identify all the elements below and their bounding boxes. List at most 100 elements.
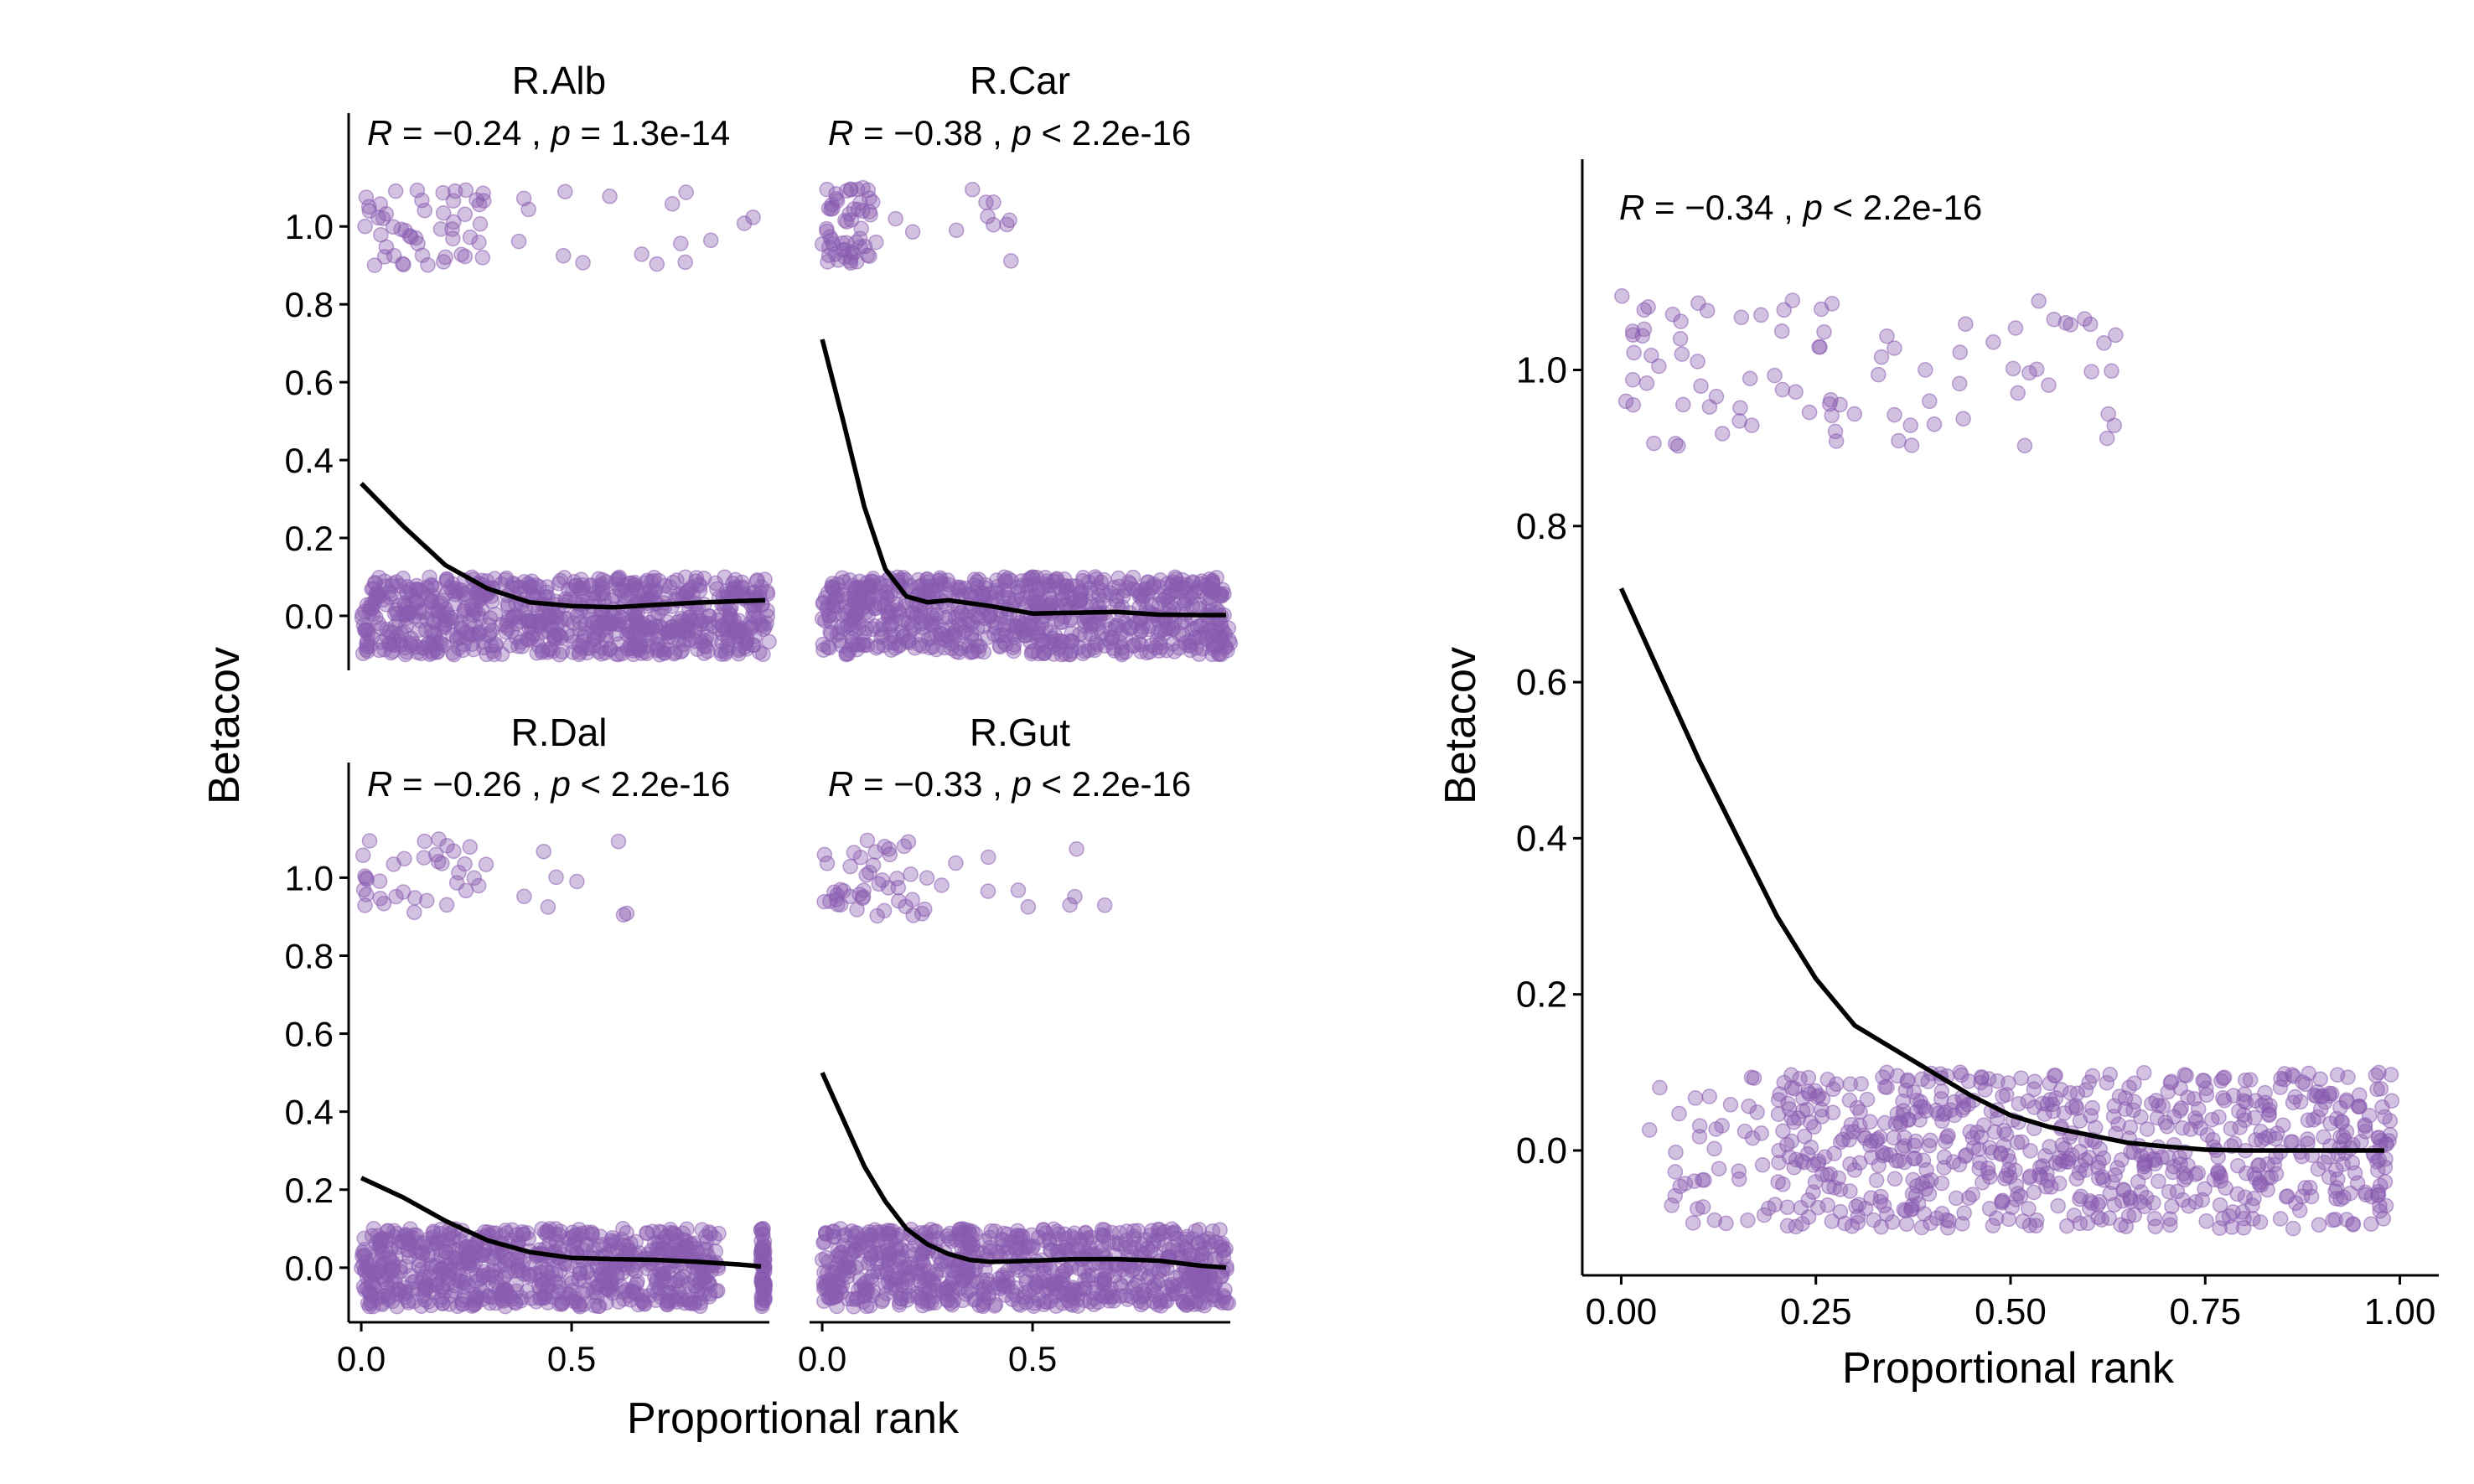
data-point [2072, 1113, 2088, 1129]
data-point [2008, 1192, 2024, 1207]
data-point [573, 640, 590, 656]
data-point [2005, 360, 2021, 377]
data-point [1828, 433, 1845, 449]
data-point [2081, 1074, 2098, 1090]
data-point [842, 858, 858, 875]
data-point [458, 629, 475, 645]
data-point [1006, 643, 1022, 659]
data-point [881, 1225, 897, 1242]
data-point [396, 851, 412, 867]
data-point [1136, 581, 1153, 597]
data-point [1098, 1260, 1114, 1276]
data-point [1675, 396, 1691, 413]
data-point [814, 1252, 831, 1268]
data-point [1846, 406, 1863, 422]
data-point [1810, 1088, 1827, 1104]
data-point [577, 617, 593, 633]
data-point [1876, 1114, 1893, 1131]
data-point [924, 607, 939, 623]
data-point [2295, 1074, 2311, 1090]
data-point [2261, 1106, 2277, 1122]
data-point [1923, 1132, 1938, 1149]
data-point [1936, 1149, 1953, 1166]
data-point [2000, 1147, 2016, 1164]
data-point [1020, 899, 1037, 915]
data-point [2369, 1162, 2386, 1178]
data-point [696, 1241, 712, 1258]
data-point [1042, 633, 1058, 650]
data-point [1213, 1269, 1229, 1285]
data-point [904, 224, 921, 240]
data-point [1998, 1126, 2015, 1142]
data-point [531, 638, 546, 654]
data-point [523, 1267, 539, 1284]
data-point [1826, 1145, 1842, 1161]
y-tick-label: 0.4 [285, 441, 334, 480]
data-point [1155, 1261, 1171, 1278]
data-point [1685, 1215, 1701, 1231]
data-point [2041, 377, 2057, 393]
data-point [361, 833, 378, 849]
data-point [1933, 1083, 1950, 1099]
data-point [1952, 344, 1968, 360]
data-point [1687, 1090, 1704, 1106]
data-point [416, 850, 432, 866]
data-point [2108, 327, 2124, 344]
data-point [888, 210, 903, 227]
data-point [645, 572, 662, 589]
data-point [1022, 1238, 1038, 1254]
data-point [895, 628, 911, 645]
data-point [2082, 316, 2099, 333]
data-point [1887, 406, 1902, 423]
data-point [1010, 583, 1027, 600]
data-point [664, 618, 680, 635]
data-point [505, 609, 521, 625]
data-point [366, 257, 383, 273]
data-point [2147, 1218, 2164, 1234]
data-point [1740, 1213, 1756, 1228]
data-point [515, 190, 532, 207]
data-point [948, 855, 964, 871]
data-point [423, 635, 440, 652]
data-point [678, 184, 694, 200]
data-point [1954, 1067, 1969, 1083]
correlation-annotation: R = −0.34 , p < 2.2e-16 [1619, 188, 1982, 227]
data-point [2166, 1158, 2182, 1175]
data-point [417, 833, 432, 850]
data-point [1971, 1161, 1987, 1176]
data-point [1871, 366, 1887, 383]
data-point [759, 602, 775, 618]
data-point [1971, 1141, 1987, 1157]
data-point [2285, 1220, 2301, 1237]
data-point [1754, 1156, 1771, 1173]
data-point [1711, 1161, 1727, 1176]
data-point [1879, 1064, 1895, 1081]
data-point [1667, 436, 1684, 452]
data-point [2345, 1216, 2362, 1232]
data-point [452, 1254, 468, 1269]
data-point [865, 857, 882, 873]
data-point [1841, 1131, 1857, 1148]
data-point [397, 607, 414, 623]
data-point [828, 598, 845, 615]
data-point [1058, 578, 1074, 594]
data-point [649, 256, 665, 272]
data-point [2099, 430, 2115, 447]
data-point [710, 613, 726, 628]
data-point [844, 577, 861, 594]
data-point [963, 644, 979, 660]
data-point [435, 184, 451, 201]
data-point [1792, 1071, 1808, 1087]
data-point [876, 637, 893, 654]
data-point [1848, 1198, 1864, 1215]
data-point [2213, 1073, 2229, 1089]
data-point [1954, 1216, 1970, 1232]
data-point [2115, 1182, 2131, 1197]
data-point [1147, 639, 1164, 656]
data-point [420, 257, 436, 273]
data-point [980, 209, 996, 225]
data-point [374, 1296, 391, 1313]
data-point [1842, 1183, 1858, 1199]
data-point [854, 636, 871, 653]
data-point [1067, 888, 1083, 905]
